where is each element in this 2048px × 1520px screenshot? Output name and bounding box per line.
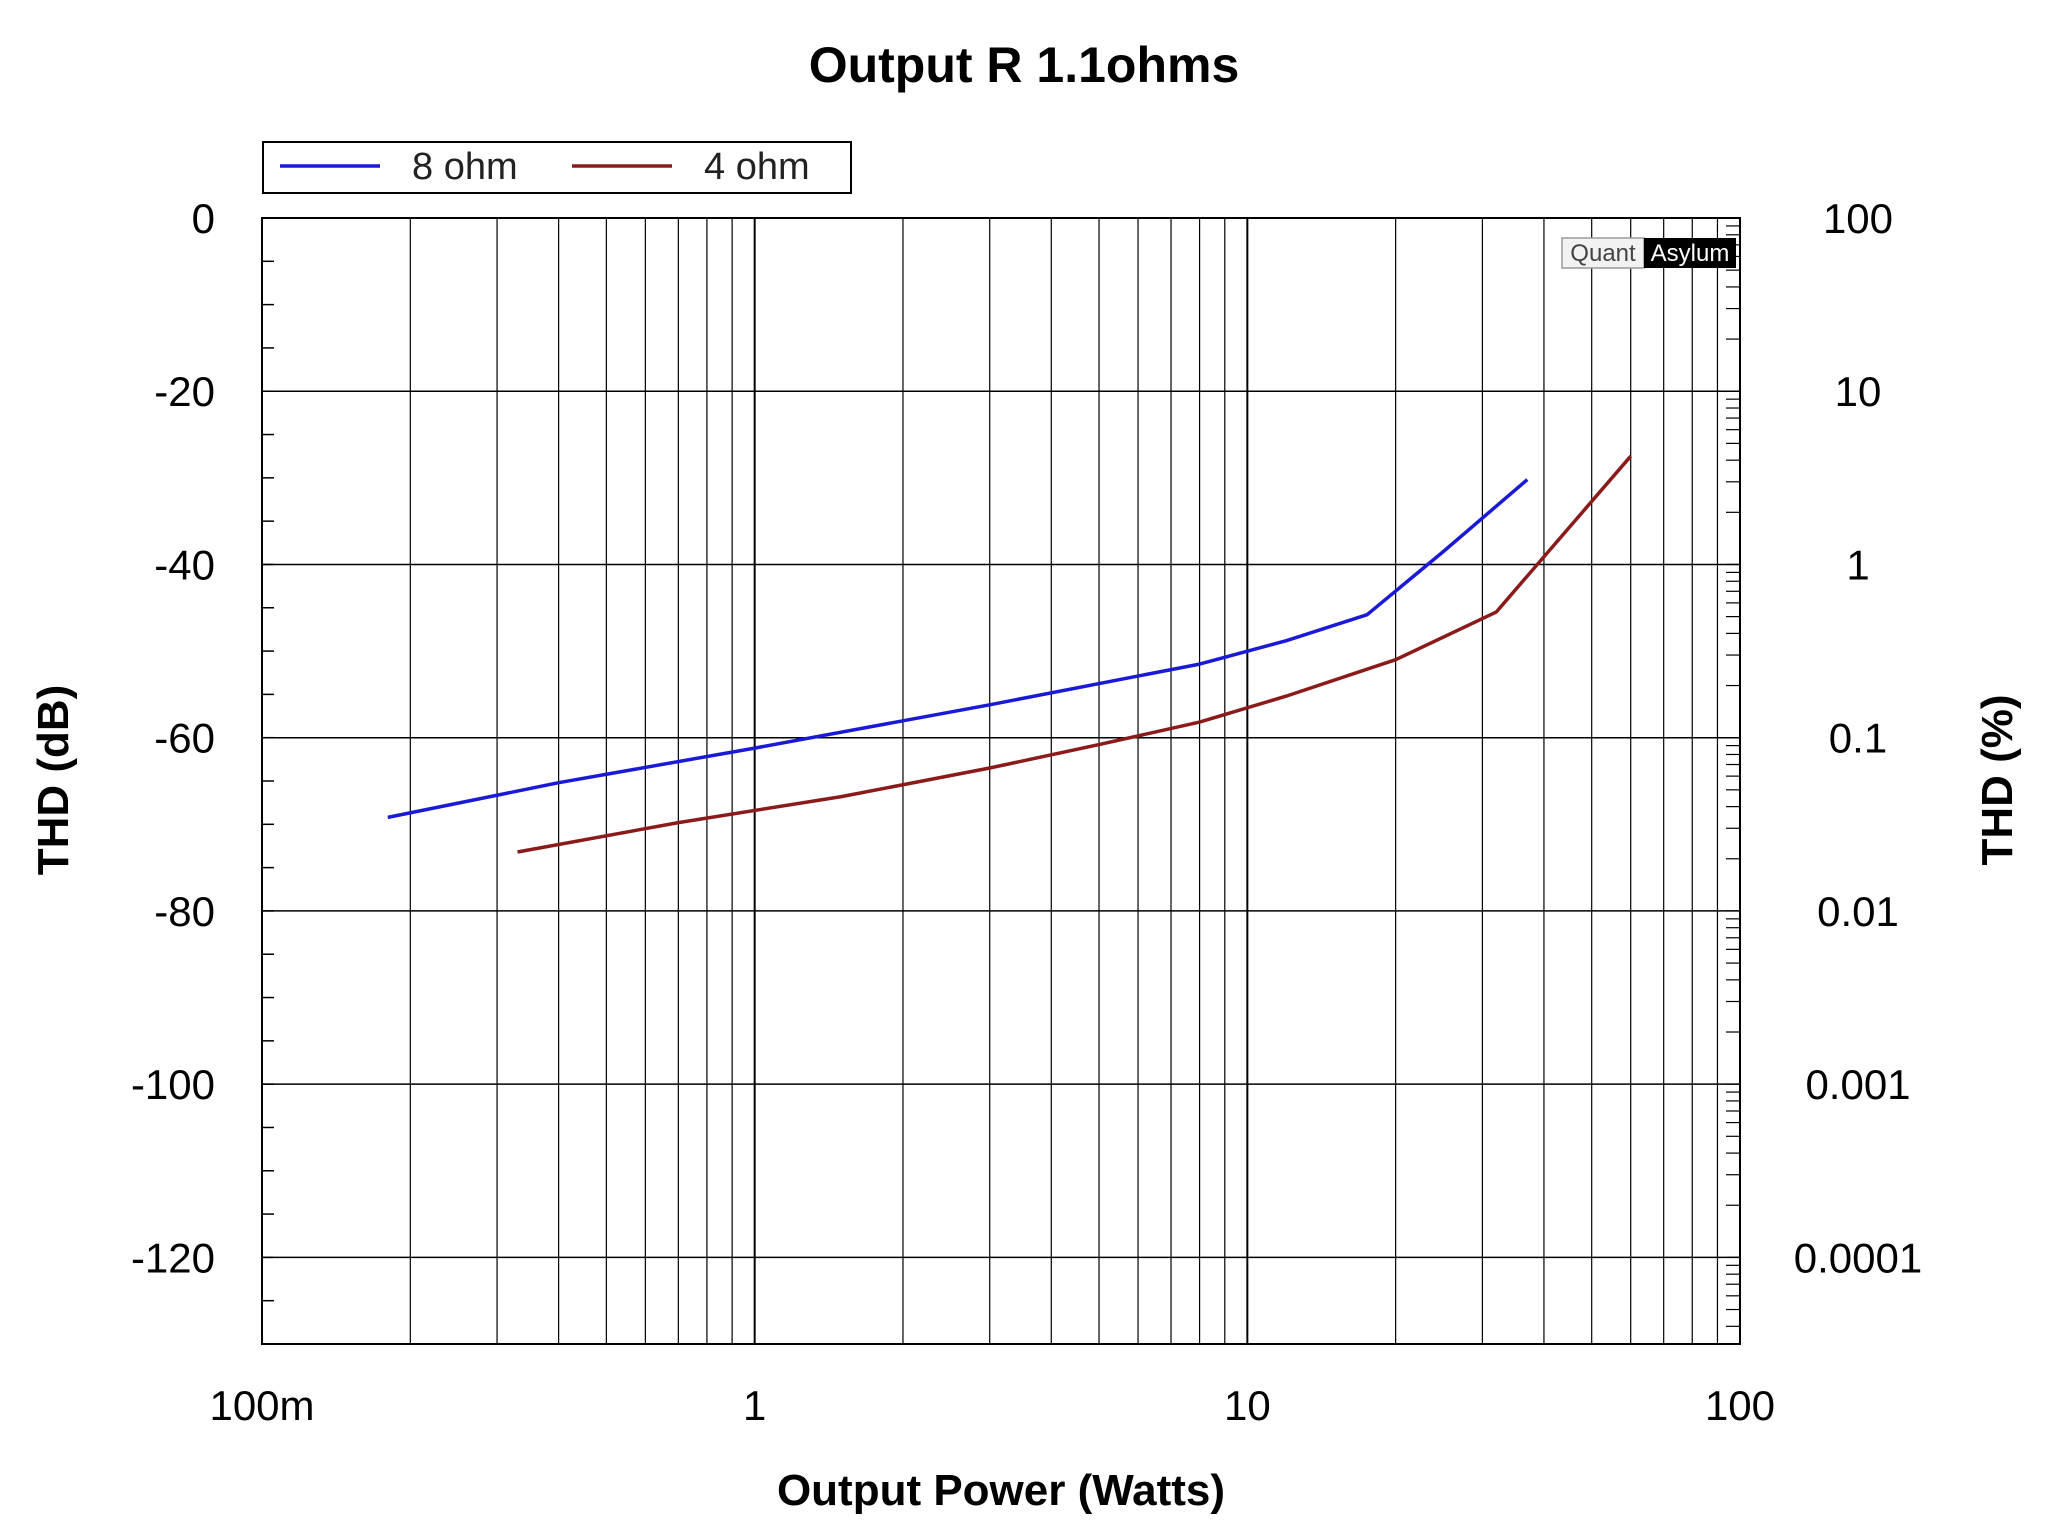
y2-tick-label: 0.1 bbox=[1829, 715, 1887, 762]
x-tick-label: 100m bbox=[209, 1382, 314, 1429]
watermark-right-box bbox=[1644, 238, 1736, 268]
chart-title: Output R 1.1ohms bbox=[809, 37, 1240, 93]
y-tick-label: -120 bbox=[131, 1234, 215, 1281]
series-lines bbox=[387, 455, 1633, 854]
y2-tick-labels: 100 10 1 0.1 0.01 0.001 0.0001 bbox=[1794, 195, 1922, 1281]
y2-tick-label: 1 bbox=[1846, 541, 1869, 588]
x-tick-label: 100 bbox=[1705, 1382, 1775, 1429]
x-tick-labels: 100m 1 10 100 bbox=[209, 1382, 1775, 1429]
watermark-right-text: Asylum bbox=[1651, 240, 1730, 267]
x-tick-label: 1 bbox=[743, 1382, 766, 1429]
y2-axis-label: THD (%) bbox=[1973, 694, 2022, 865]
y-tick-label: -80 bbox=[154, 888, 215, 935]
y2-tick-label: 100 bbox=[1823, 195, 1893, 242]
y-tick-label: -20 bbox=[154, 368, 215, 415]
watermark-left-box bbox=[1561, 237, 1645, 269]
legend: 8 ohm 4 ohm bbox=[262, 141, 852, 194]
plot-frame bbox=[261, 217, 1741, 1345]
legend-label: 4 ohm bbox=[704, 146, 810, 188]
minor-ticks bbox=[262, 217, 1740, 1345]
watermark-left-text: Quant bbox=[1570, 240, 1636, 267]
y2-tick-label: 0.001 bbox=[1805, 1061, 1910, 1108]
y-tick-label: -60 bbox=[154, 715, 215, 762]
y-axis-label: THD (dB) bbox=[29, 685, 78, 876]
y2-tick-label: 0.0001 bbox=[1794, 1234, 1922, 1281]
grid bbox=[261, 217, 1740, 1344]
series-line-8-ohm bbox=[387, 478, 1529, 820]
x-tick-label: 10 bbox=[1224, 1382, 1271, 1429]
y-tick-label: -40 bbox=[154, 541, 215, 588]
legend-label: 8 ohm bbox=[412, 146, 518, 188]
x-axis-label: Output Power (Watts) bbox=[777, 1466, 1225, 1515]
y-tick-label: 0 bbox=[192, 195, 215, 242]
series-line-4-ohm bbox=[517, 455, 1633, 854]
y2-tick-label: 10 bbox=[1835, 368, 1882, 415]
y-tick-labels: 0 -20 -40 -60 -80 -100 -120 bbox=[131, 195, 215, 1281]
watermark: Quant Asylum bbox=[1561, 237, 1736, 269]
y-tick-label: -100 bbox=[131, 1061, 215, 1108]
y2-tick-label: 0.01 bbox=[1817, 888, 1899, 935]
